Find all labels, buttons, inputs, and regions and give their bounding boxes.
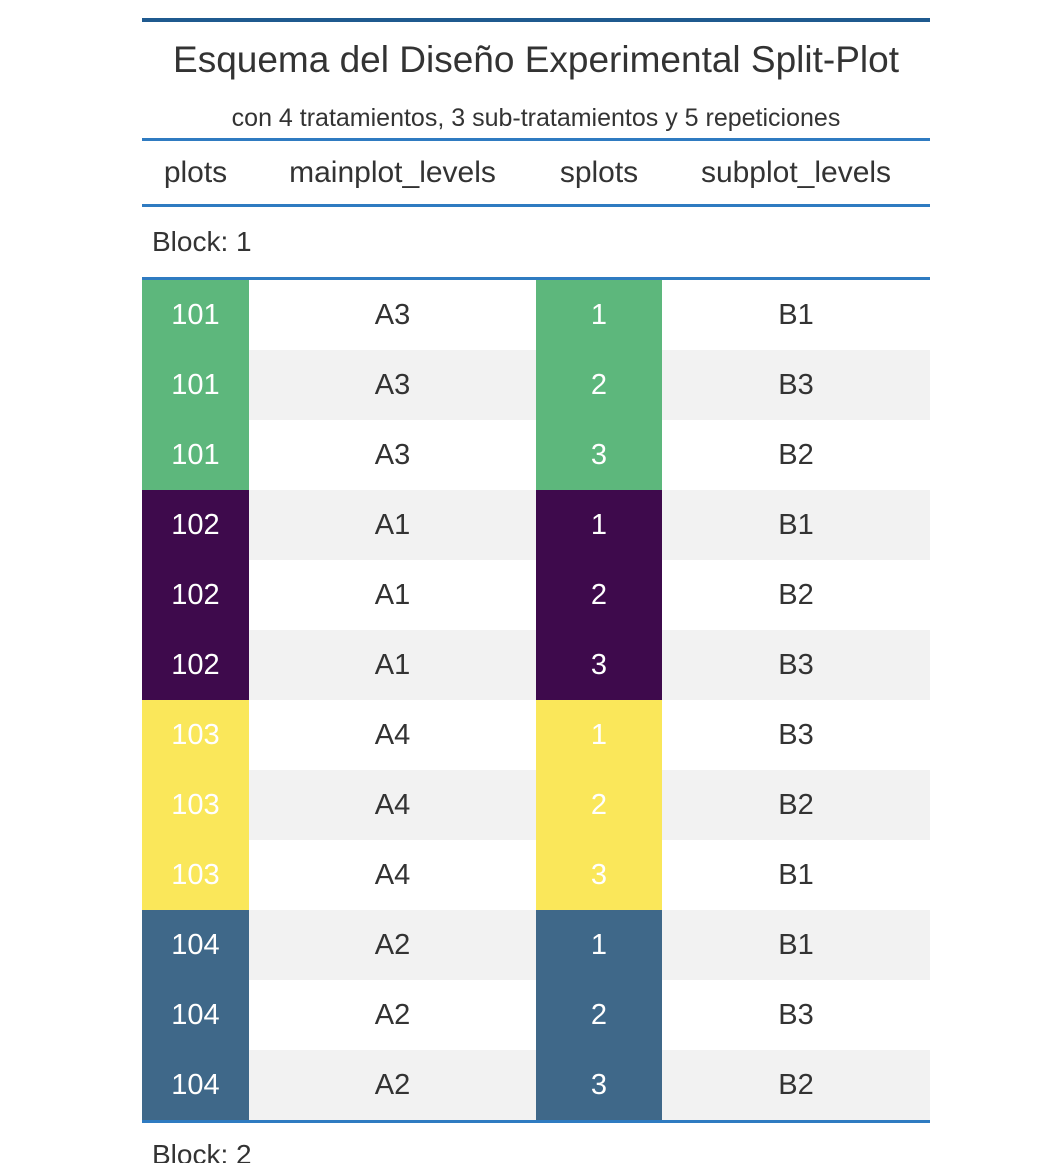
plots-cell: 103 <box>142 770 249 840</box>
mainplot-levels-cell: A2 <box>249 1050 536 1120</box>
splots-cell: 3 <box>536 840 662 910</box>
mainplot-levels-cell: A1 <box>374 578 411 611</box>
plots-cell: 102 <box>142 630 249 700</box>
table-row: 101 A3 1 B1 <box>142 280 930 350</box>
plots-cell: 103 <box>142 840 249 910</box>
mainplot-levels-cell: A1 <box>249 490 536 560</box>
table-row: 101 A3 2 B3 <box>142 350 930 420</box>
block-rule <box>142 277 930 280</box>
plots-cell: 101 <box>142 350 249 420</box>
plots-cell: 102 <box>142 560 249 630</box>
next-block-group-label: Block: 2 <box>152 1139 252 1163</box>
header-top-rule <box>142 138 930 141</box>
subplot-levels-cell: B1 <box>662 490 930 560</box>
plots-cell: 103 <box>142 700 249 770</box>
mainplot-levels-cell: A3 <box>249 350 536 420</box>
column-header-splots: splots <box>559 155 639 189</box>
subplot-levels-cell: B2 <box>778 578 814 611</box>
subplot-levels-cell: B2 <box>778 438 814 471</box>
split-plot-table: Esquema del Diseño Experimental Split-Pl… <box>142 18 930 1163</box>
plots-cell: 101 <box>142 420 249 490</box>
mainplot-levels-cell: A1 <box>249 630 536 700</box>
splots-cell: 1 <box>536 280 662 350</box>
splots-cell: 1 <box>536 910 662 980</box>
splots-cell: 1 <box>536 700 662 770</box>
column-header-row: plots mainplot_levels splots subplot_lev… <box>142 141 930 204</box>
subplot-levels-cell: B3 <box>778 998 814 1031</box>
subplot-levels-cell: B3 <box>778 718 814 751</box>
plots-cell: 104 <box>142 910 249 980</box>
splots-cell: 3 <box>536 420 662 490</box>
table-row: 102 A1 1 B1 <box>142 490 930 560</box>
table-row: 104 A2 1 B1 <box>142 910 930 980</box>
table-row: 103 A4 2 B2 <box>142 770 930 840</box>
plots-cell: 104 <box>142 1050 249 1120</box>
table-row: 104 A2 2 B3 <box>142 980 930 1050</box>
table-row: 102 A1 2 B2 <box>142 560 930 630</box>
table-subtitle: con 4 tratamientos, 3 sub-tratamientos y… <box>231 103 841 132</box>
table-row: 103 A4 1 B3 <box>142 700 930 770</box>
table-row: 104 A2 3 B2 <box>142 1050 930 1120</box>
subplot-levels-cell: B2 <box>662 770 930 840</box>
plots-cell: 104 <box>142 980 249 1050</box>
subplot-levels-cell: B2 <box>662 1050 930 1120</box>
subplot-levels-cell: B1 <box>778 298 814 331</box>
table-row: 102 A1 3 B3 <box>142 630 930 700</box>
table-body: 101 A3 1 B1 101 A3 2 B3 101 A3 3 B2 102 A1 1 B1 102 A1 2 B2… <box>142 280 930 1120</box>
subplot-levels-cell: B1 <box>662 910 930 980</box>
block-bottom-rule <box>142 1120 930 1123</box>
header-bottom-rule <box>142 204 930 207</box>
mainplot-levels-cell: A4 <box>374 858 411 891</box>
block-group-label: Block: 1 <box>152 226 252 257</box>
splots-cell: 2 <box>536 560 662 630</box>
mainplot-levels-cell: A4 <box>374 718 411 751</box>
splots-cell: 2 <box>536 350 662 420</box>
splots-cell: 2 <box>536 770 662 840</box>
column-header-plots: plots <box>163 155 228 189</box>
top-rule <box>142 18 930 22</box>
column-header-mainplot-levels: mainplot_levels <box>289 155 496 189</box>
subplot-levels-cell: B3 <box>662 350 930 420</box>
table-row: 101 A3 3 B2 <box>142 420 930 490</box>
mainplot-levels-cell: A3 <box>374 298 411 331</box>
plots-cell: 102 <box>142 490 249 560</box>
splots-cell: 1 <box>536 490 662 560</box>
subplot-levels-cell: B3 <box>662 630 930 700</box>
splots-cell: 3 <box>536 630 662 700</box>
plots-cell: 101 <box>142 280 249 350</box>
splots-cell: 2 <box>536 980 662 1050</box>
mainplot-levels-cell: A3 <box>374 438 411 471</box>
table-row: 103 A4 3 B1 <box>142 840 930 910</box>
mainplot-levels-cell: A2 <box>249 910 536 980</box>
table-title: Esquema del Diseño Experimental Split-Pl… <box>173 39 899 80</box>
column-header-subplot-levels: subplot_levels <box>700 155 892 189</box>
subplot-levels-cell: B1 <box>778 858 814 891</box>
splots-cell: 3 <box>536 1050 662 1120</box>
mainplot-levels-cell: A4 <box>249 770 536 840</box>
mainplot-levels-cell: A2 <box>374 998 411 1031</box>
